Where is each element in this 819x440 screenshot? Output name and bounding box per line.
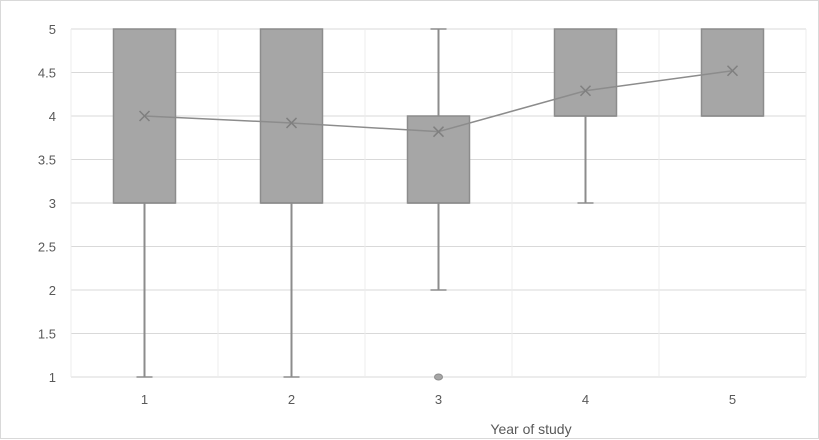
y-axis-tick-labels: 1 1.5 2 2.5 3 3.5 4 4.5 5 [38, 22, 56, 385]
x-tick-label: 5 [729, 392, 736, 407]
y-tick-label: 4.5 [38, 66, 56, 81]
box-year-4 [553, 28, 618, 117]
x-axis-title: Year of study [490, 421, 571, 437]
mean-marker [579, 85, 592, 97]
mean-marker [285, 117, 298, 129]
mean-marker [138, 110, 151, 122]
outliers [434, 373, 443, 381]
mean-marker [726, 65, 739, 77]
mean-series [138, 65, 739, 138]
whiskers [136, 28, 594, 378]
x-tick-label: 4 [582, 392, 589, 407]
x-tick-label: 2 [288, 392, 295, 407]
y-tick-label: 3 [49, 196, 56, 211]
y-tick-label: 5 [49, 22, 56, 37]
outlier-point [434, 373, 443, 381]
y-tick-label: 1.5 [38, 327, 56, 342]
x-tick-label: 3 [435, 392, 442, 407]
x-tick-label: 1 [141, 392, 148, 407]
y-tick-label: 2 [49, 283, 56, 298]
y-tick-label: 2.5 [38, 240, 56, 255]
box-year-2 [259, 28, 324, 204]
y-tick-label: 1 [49, 370, 56, 385]
y-tick-label: 4 [49, 109, 56, 124]
y-tick-label: 3.5 [38, 153, 56, 168]
box-year-5 [700, 28, 765, 117]
mean-marker [432, 126, 445, 138]
box-year-3 [406, 115, 471, 204]
x-axis-tick-labels: 1 2 3 4 5 [141, 392, 736, 407]
